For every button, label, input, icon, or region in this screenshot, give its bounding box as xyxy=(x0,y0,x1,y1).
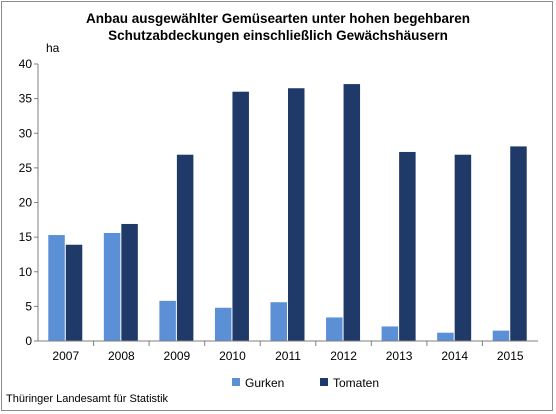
x-tick-label: 2012 xyxy=(330,349,357,363)
bar-gurken-2010 xyxy=(214,307,232,341)
y-tick-label: 20 xyxy=(19,196,33,210)
bar-tomaten-2009 xyxy=(176,154,194,341)
y-tick-label: 35 xyxy=(19,92,33,106)
bar-tomaten-2008 xyxy=(121,223,138,341)
bar-gurken-2007 xyxy=(48,235,65,341)
y-tick-label: 40 xyxy=(19,57,33,71)
chart-title-line-1: Anbau ausgewählter Gemüsearten unter hoh… xyxy=(85,11,471,26)
bar-gurken-2012 xyxy=(326,317,343,341)
y-tick-label: 25 xyxy=(19,161,33,175)
legend-label-gurken: Gurken xyxy=(245,376,284,390)
bar-tomaten-2014 xyxy=(454,154,472,341)
x-tick-label: 2013 xyxy=(386,349,413,363)
bar-gurken-2008 xyxy=(103,232,121,341)
bar-gurken-2013 xyxy=(381,326,399,341)
y-tick-label: 30 xyxy=(19,126,33,140)
y-axis-unit-label: ha xyxy=(46,41,60,55)
x-tick-label: 2015 xyxy=(497,349,524,363)
bar-tomaten-2011 xyxy=(288,88,305,341)
x-tick-label: 2011 xyxy=(275,349,301,363)
legend-label-tomaten: Tomaten xyxy=(333,376,379,390)
x-tick-label: 2009 xyxy=(164,349,191,363)
chart-title-line-2: Schutzabdeckungen einschließlich Gewächs… xyxy=(108,28,448,43)
chart-title: Anbau ausgewählter Gemüsearten unter hoh… xyxy=(30,10,526,44)
x-tick-label: 2014 xyxy=(441,349,468,363)
bar-gurken-2014 xyxy=(437,332,454,341)
y-tick-label: 0 xyxy=(25,334,32,348)
bar-tomaten-2015 xyxy=(510,146,527,341)
bar-gurken-2009 xyxy=(159,300,176,341)
bar-tomaten-2013 xyxy=(399,151,416,341)
x-tick-label: 2008 xyxy=(108,349,135,363)
bar-tomaten-2010 xyxy=(232,91,249,341)
y-tick-label: 5 xyxy=(25,299,32,313)
x-tick-label: 2007 xyxy=(52,349,79,363)
bar-gurken-2015 xyxy=(492,330,510,341)
y-tick-label: 10 xyxy=(19,265,33,279)
x-tick-label: 2010 xyxy=(219,349,246,363)
legend-swatch-gurken xyxy=(232,378,240,386)
bar-tomaten-2007 xyxy=(65,244,83,341)
bar-gurken-2011 xyxy=(270,302,287,341)
bar-tomaten-2012 xyxy=(343,84,361,342)
source-note: Thüringer Landesamt für Statistik xyxy=(6,393,169,405)
legend-swatch-tomaten xyxy=(320,378,328,386)
y-tick-label: 15 xyxy=(19,230,33,244)
